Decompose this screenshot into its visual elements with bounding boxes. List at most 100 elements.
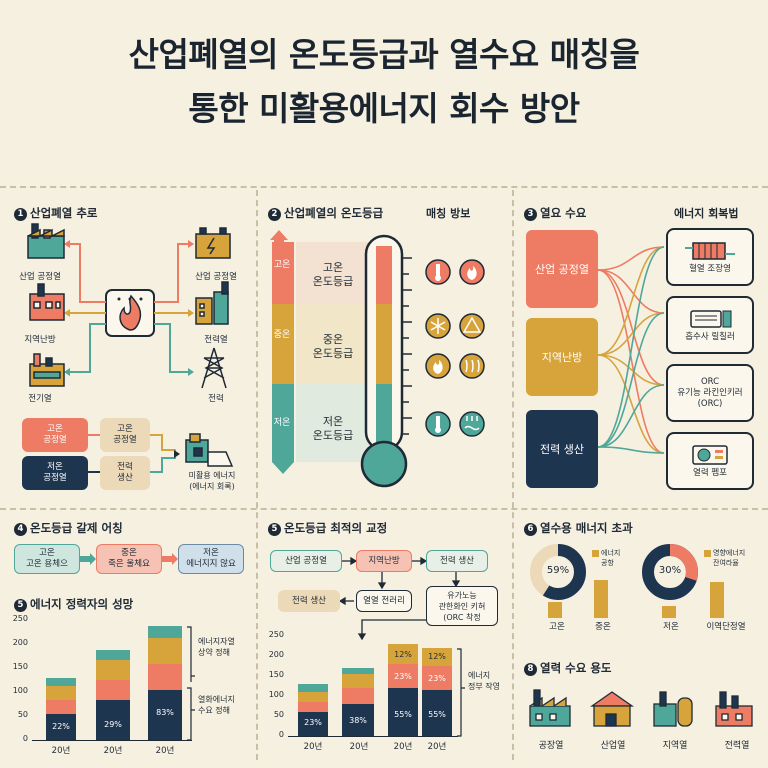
flame-icon (425, 353, 451, 379)
bar-label: 저온 (663, 622, 679, 632)
transmission-tower-icon (201, 347, 227, 389)
flow-orc: 유가노능 관한화인 키혀 (ORC 착정 (426, 586, 498, 626)
use-label: 공장열 (538, 741, 564, 751)
x-axis (32, 740, 192, 741)
low-temp-process-box: 저온 공정열 (22, 456, 88, 490)
y-tick: 0 (22, 734, 28, 743)
method-label: 흡수사 릴칠러 (685, 332, 735, 342)
section-6-title: 6 열수용 매너지 초과 (524, 520, 633, 536)
y-tick: 200 (12, 638, 28, 647)
x-label: 20년 (349, 742, 369, 752)
x-label: 20년 (303, 742, 323, 752)
thermometer-icon (425, 411, 451, 437)
y-tick: 100 (12, 686, 28, 695)
method-orc: ORC 유기능 라킨인키러 (ORC) (666, 364, 754, 422)
warning-icon (459, 313, 485, 339)
flow-process-heat: 산업 공정열 (270, 550, 342, 572)
flow-power-generation: 전력 생산 (278, 590, 340, 612)
battery-icon (195, 227, 231, 259)
bracket (187, 626, 195, 741)
section-2-title: 2 산업폐열의 온도등급 (268, 205, 383, 221)
chiller-icon (690, 310, 732, 328)
x-axis (288, 736, 458, 737)
y-tick: 250 (12, 614, 28, 623)
x-label: 20년 (103, 746, 123, 756)
section-4-title: 4 온도등급 갈제 어칭 (14, 520, 123, 536)
divider (512, 190, 514, 760)
bar-label: 23% (428, 674, 446, 683)
factory-icon (27, 223, 65, 259)
use-label: 지역열 (662, 741, 688, 751)
high-temp-process-box: 고온 공정열 (100, 418, 150, 452)
legend-2: 영향에너지 잔여라율 (713, 549, 746, 567)
optimization-flow-links (338, 556, 461, 640)
page-title: 산업폐열의 온도등급과 열수요 매칭을 통한 미활용에너지 회수 방안 (128, 35, 640, 128)
bar-label: 12% (428, 652, 446, 661)
energy-chart: 250 200 150 100 50 0 22% 29% 83% 20년 20년… (6, 614, 251, 768)
x-label: 20년 (427, 742, 447, 752)
grade-high-label: 고온 온도등급 (312, 261, 354, 288)
bar: 83% (148, 626, 182, 740)
chart-note: 열화에너지 수요 정해 (198, 695, 235, 715)
section-5-title: 5 에너지 정력자의 성망 (14, 596, 133, 612)
arrow-icon (162, 553, 178, 565)
factory-icon (29, 353, 65, 387)
source-label: 전기열 (28, 394, 52, 404)
bar-label: 12% (394, 650, 412, 659)
flow-heat-transfer: 열열 전러리 (356, 590, 412, 612)
heat-pump-icon (692, 445, 728, 465)
divider (256, 190, 258, 760)
chart-note: 에너지 정부 작영 (468, 671, 500, 691)
demand-process-heat: 산업 공정열 (526, 230, 598, 308)
donut-charts (530, 544, 724, 618)
method-label: 열력 펨포 (693, 468, 727, 478)
section-8-title: 8 열력 수요 용도 (524, 660, 612, 676)
power-plant-icon (715, 691, 753, 727)
factory-icon (529, 689, 571, 727)
y-tick: 150 (268, 670, 284, 679)
bar-label: 고온 (549, 622, 565, 632)
grade-box-high: 고온 고온 용체으 (14, 544, 80, 574)
donut-1-value: 59% (546, 565, 570, 576)
use-label: 전력열 (204, 335, 228, 345)
bar-label: 38% (349, 716, 367, 725)
bar-label: 23% (304, 718, 322, 727)
power-generation-box: 전력 생산 (100, 456, 150, 490)
flame-icon (459, 259, 485, 285)
high-temp-process-box: 고온 공정열 (22, 418, 88, 452)
bar: 29% (96, 650, 130, 740)
y-tick: 250 (268, 630, 284, 639)
bar-label: 중온 (595, 622, 611, 632)
donut-2-value: 30% (658, 565, 682, 576)
district-heating-icon (653, 691, 693, 727)
method-absorption-chiller: 흡수사 릴칠러 (666, 296, 754, 354)
y-tick: 50 (17, 710, 28, 719)
temperature-grade-diagram (270, 230, 485, 488)
method-label: ORC 유기능 라킨인키러 (ORC) (677, 376, 743, 409)
y-tick: 50 (273, 710, 284, 719)
bar-label: 29% (104, 720, 122, 729)
bar-label: 23% (394, 672, 412, 681)
x-label: 20년 (155, 746, 175, 756)
band-low: 저온 (273, 418, 291, 428)
bar-label: 22% (52, 722, 70, 731)
water-heat-icon (459, 411, 485, 437)
use-label: 산업 공정열 (195, 272, 237, 282)
demand-power-generation: 전력 생산 (526, 410, 598, 488)
y-tick: 0 (278, 730, 284, 739)
grade-mid-label: 중온 온도등급 (312, 333, 354, 360)
demand-district-heating: 지역난방 (526, 318, 598, 396)
section-1-diagram (27, 223, 234, 473)
divider (0, 186, 768, 188)
unused-energy-icon (185, 433, 234, 467)
donut-2-arc (642, 544, 698, 600)
bar-label: 이역단정열 (706, 622, 746, 632)
y-tick: 100 (268, 690, 284, 699)
heat-wave-icon (459, 353, 485, 379)
bar: 38% (342, 668, 374, 736)
industrial-building-icon (589, 691, 635, 727)
bar-label: 55% (394, 710, 412, 719)
heat-demand-icons (529, 689, 753, 727)
use-label: 전력 (208, 394, 224, 404)
section-1-title: 1 산업폐열 추로 (14, 205, 97, 221)
